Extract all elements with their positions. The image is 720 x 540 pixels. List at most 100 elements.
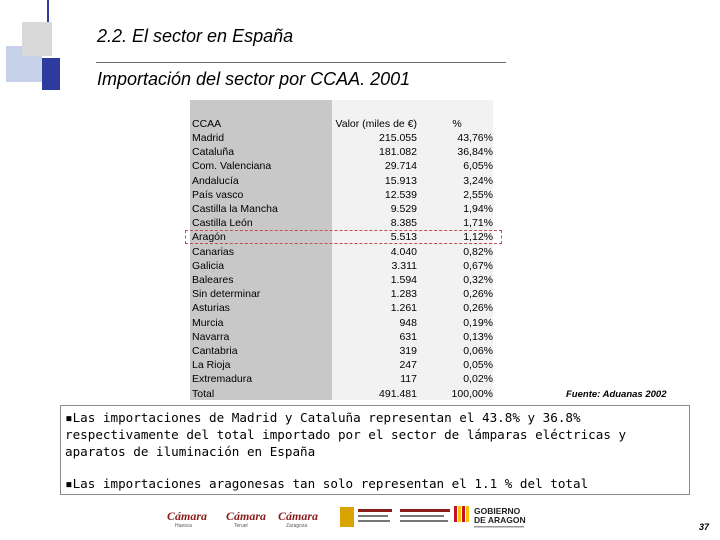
table-cell-ccaa: Galicia — [192, 259, 225, 272]
table-row: Castilla León 8.385 1,71% — [190, 216, 495, 230]
table-cell-ccaa: Total — [192, 387, 215, 400]
table-cell-valor: 29.714 — [384, 160, 417, 173]
table-cell-ccaa: Extremadura — [192, 373, 253, 386]
table-cell-ccaa: País vasco — [192, 188, 244, 201]
table-ccaa-column-background — [190, 100, 332, 400]
table-row: Com. Valenciana 29.714 6,05% — [190, 159, 495, 173]
table-cell-pct: 36,84% — [457, 146, 493, 159]
table-cell-valor: 3.311 — [391, 259, 418, 272]
table-cell-valor: 181.082 — [379, 146, 417, 159]
table-cell-valor: 12.539 — [384, 188, 417, 201]
table-cell-ccaa: Aragón — [192, 231, 226, 244]
table-row: Andalucía 15.913 3,24% — [190, 174, 495, 188]
table-row: Asturias 1.261 0,26% — [190, 301, 495, 315]
table-cell-valor: 319 — [399, 345, 417, 358]
svg-text:Cámara: Cámara — [167, 509, 207, 523]
table-cell-pct: 0,06% — [463, 345, 493, 358]
svg-text:Huesca: Huesca — [175, 523, 192, 528]
table-cell-ccaa: Murcia — [192, 316, 224, 329]
summary-bullet: ▪Las importaciones de Madrid y Cataluña … — [65, 410, 627, 459]
svg-text:Cámara: Cámara — [278, 509, 318, 523]
table-cell-ccaa: Castilla León — [192, 217, 253, 230]
table-cell-ccaa: Cataluña — [192, 146, 235, 159]
table-row: La Rioja 247 0,05% — [190, 358, 495, 372]
table-cell-pct: 1,71% — [463, 217, 493, 230]
title-divider — [96, 62, 506, 63]
table-cell-ccaa: Sin determinar — [192, 288, 261, 301]
table-header-ccaa: CCAA — [192, 118, 222, 130]
table-row: Canarias 4.040 0,82% — [190, 245, 495, 259]
table-cell-pct: 100,00% — [451, 387, 493, 400]
table-cell-valor: 948 — [399, 316, 417, 329]
table-cell-valor: 1.594 — [390, 274, 417, 287]
gobierno-aragon-logo: GOBIERNO DE ARAGON — [454, 503, 540, 531]
table-cell-valor: 9.529 — [390, 203, 417, 216]
table-cell-pct: 0,26% — [463, 288, 493, 301]
table-cell-pct: 0,19% — [463, 316, 493, 329]
table-cell-pct: 0,82% — [463, 245, 493, 258]
table-cell-valor: 4.040 — [390, 245, 417, 258]
svg-text:Zaragoza: Zaragoza — [286, 523, 307, 528]
table-cell-valor: 247 — [399, 359, 417, 372]
table-cell-valor: 5.513 — [390, 231, 417, 244]
table-cell-valor: 491.481 — [379, 387, 417, 400]
table-row: Galicia 3.311 0,67% — [190, 259, 495, 273]
table-row: Cataluña 181.082 36,84% — [190, 145, 495, 159]
table-row: Sin determinar 1.283 0,26% — [190, 287, 495, 301]
table-row: Castilla la Mancha 9.529 1,94% — [190, 202, 495, 216]
table-row: País vasco 12.539 2,55% — [190, 188, 495, 202]
table-cell-pct: 0,05% — [463, 359, 493, 372]
corner-decoration — [0, 0, 60, 92]
logos-strip: Cámara Huesca Cámara Teruel Cámara Zaragoza… — [160, 503, 540, 531]
table-cell-pct: 1,12% — [463, 231, 493, 244]
table-row: Aragón 5.513 1,12% — [190, 230, 495, 244]
table-cell-valor: 631 — [399, 330, 417, 343]
table-cell-ccaa: Cantabria — [192, 345, 238, 358]
svg-text:GOBIERNO: GOBIERNO — [474, 506, 521, 516]
table-total-row: Total 491.481 100,00% — [190, 387, 495, 401]
table-row: Cantabria 319 0,06% — [190, 344, 495, 358]
source-note: Fuente: Aduanas 2002 — [566, 389, 667, 400]
table-row: Baleares 1.594 0,32% — [190, 273, 495, 287]
gobierno-espana-logo — [340, 505, 460, 529]
aragon-highlight-box — [185, 230, 502, 244]
table-cell-pct: 0,67% — [463, 259, 493, 272]
table-cell-ccaa: Com. Valenciana — [192, 160, 272, 173]
camara-teruel-logo: Cámara Teruel — [226, 506, 274, 529]
table-cell-ccaa: Madrid — [192, 132, 225, 144]
camara-huesca-logo: Cámara Huesca — [167, 506, 215, 529]
imports-table: CCAA Valor (miles de €) % Madrid 215.055 4… — [190, 101, 495, 401]
table-cell-ccaa: Canarias — [192, 245, 235, 258]
table-cell-valor: 1.261 — [390, 302, 417, 315]
table-cell-pct: 6,05% — [463, 160, 493, 173]
table-cell-ccaa: Baleares — [192, 274, 234, 287]
ministry-logo-graphic — [340, 507, 450, 527]
table-cell-valor: 117 — [400, 373, 417, 386]
summary-bullet: ▪Las importaciones aragonesas tan solo r… — [65, 476, 589, 491]
table-cell-pct: 0,32% — [463, 274, 493, 287]
deco-block-gray — [22, 22, 52, 56]
camara-zaragoza-logo: Cámara Zaragoza — [278, 506, 326, 529]
svg-text:DE ARAGON: DE ARAGON — [474, 515, 526, 525]
page-title: 2.2. El sector en España — [97, 26, 294, 46]
table-cell-valor: 15.913 — [384, 174, 417, 187]
summary-textbox: ▪Las importaciones de Madrid y Cataluña … — [60, 405, 690, 495]
table-cell-valor: 8.385 — [390, 217, 417, 230]
table-cell-ccaa: Andalucía — [192, 174, 239, 187]
page-subtitle: Importación del sector por CCAA. 2001 — [97, 69, 411, 89]
table-cell-pct: 0,02% — [463, 373, 493, 386]
table-row: Madrid 215.055 43,76% — [190, 131, 495, 145]
table-row: Navarra 631 0,13% — [190, 330, 495, 344]
table-cell-ccaa: Asturias — [192, 302, 230, 315]
page-number: 37 — [699, 522, 710, 532]
table-cell-valor: 215.055 — [379, 132, 417, 144]
table-cell-pct: 43,76% — [457, 132, 493, 144]
aragon-logo-graphic: GOBIERNO DE ARAGON — [454, 506, 526, 528]
deco-vertical-line — [47, 0, 49, 22]
svg-text:Cámara: Cámara — [226, 509, 266, 523]
table-header-row: CCAA Valor (miles de €) % — [190, 101, 495, 131]
table-cell-valor: 1.283 — [390, 288, 417, 301]
